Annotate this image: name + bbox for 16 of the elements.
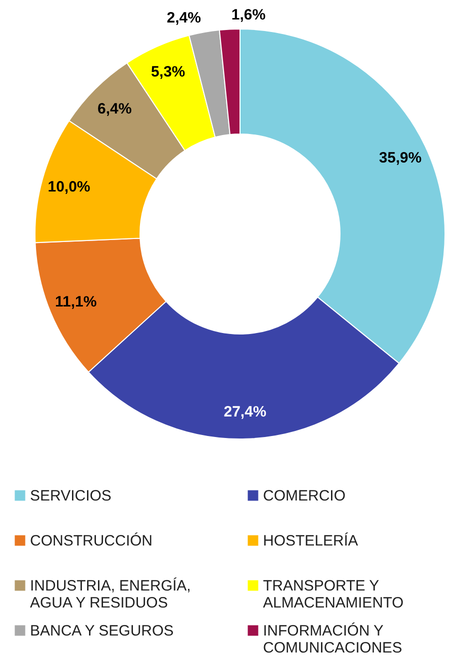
data-label: 1,6%: [231, 6, 266, 24]
data-label: 10,0%: [48, 178, 90, 196]
data-label: 11,1%: [55, 294, 97, 311]
legend-label: HOSTELERÍA: [263, 532, 358, 550]
legend-label: INDUSTRIA, ENERGÍA, AGUA Y RESIDUOS: [30, 576, 191, 612]
legend-label: SERVICIOS: [30, 488, 112, 504]
data-label: 27,4%: [224, 403, 266, 420]
legend-label: TRANSPORTE Y ALMACENAMIENTO: [263, 578, 404, 612]
legend-label: INFORMACIÓN Y COMUNICACIONES: [263, 622, 402, 656]
data-label: 35,9%: [379, 150, 422, 167]
data-label: 2,4%: [166, 9, 201, 26]
legend-label: BANCA Y SEGUROS: [30, 622, 174, 640]
legend-label: CONSTRUCCIÓN: [30, 532, 152, 550]
data-label: 6,4%: [97, 100, 132, 118]
data-label: 5,3%: [150, 64, 186, 81]
legend-label: COMERCIO: [263, 488, 346, 504]
